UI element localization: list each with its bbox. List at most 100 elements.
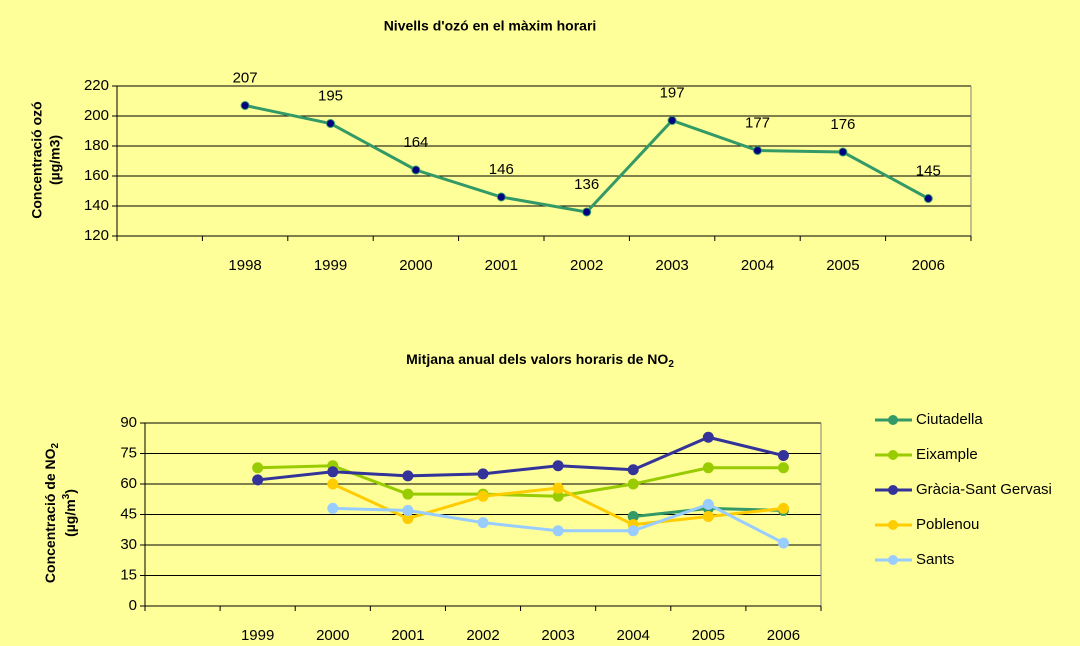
data-point (777, 502, 789, 514)
y-label-text: (µg/m (62, 499, 78, 537)
data-point (702, 511, 714, 523)
title-text: Mitjana anual dels valors horaris de NO (406, 351, 668, 367)
y-tick-label: 90 (120, 414, 137, 431)
x-tick-label: 2004 (741, 257, 774, 274)
data-label: 207 (233, 69, 258, 86)
data-point (552, 460, 564, 472)
x-tick-label: 2002 (466, 627, 499, 644)
data-point (327, 466, 339, 478)
x-tick-label: 2001 (485, 257, 518, 274)
y-tick-label: 0 (129, 597, 137, 614)
data-point (627, 525, 639, 537)
chart-title: Mitjana anual dels valors horaris de NO2 (406, 351, 674, 370)
legend-label: Eixample (916, 446, 978, 463)
data-point (326, 119, 335, 128)
y-label-text: ) (62, 489, 78, 494)
series-line (257, 435, 784, 482)
data-point (477, 468, 489, 480)
data-point (582, 207, 592, 217)
y-tick-label: 30 (120, 536, 137, 553)
y-tick-label: 140 (84, 197, 109, 214)
y-label-line: (µg/m3) (61, 489, 78, 537)
y-tick-label: 75 (120, 444, 137, 461)
x-tick-label: 1999 (314, 257, 347, 274)
legend-marker (888, 450, 898, 460)
data-label: 176 (830, 116, 855, 133)
data-point (627, 478, 639, 490)
data-label: 177 (745, 114, 770, 131)
chart-title: Nivells d'ozó en el màxim horari (384, 18, 597, 34)
data-point (240, 101, 250, 110)
data-point (411, 165, 421, 175)
legend-marker (888, 415, 898, 425)
data-point (702, 431, 714, 443)
x-tick-label: 2002 (570, 257, 603, 274)
y-tick-label: 120 (84, 227, 109, 244)
y-label-line: (µg/m3) (47, 135, 63, 185)
y-tick-label: 15 (120, 566, 137, 583)
y-tick-label: 45 (120, 505, 137, 522)
data-point (923, 194, 933, 203)
data-point (838, 147, 848, 157)
data-point (552, 525, 564, 537)
y-tick-label: 180 (84, 137, 109, 154)
legend-label: Poblenou (916, 516, 979, 533)
x-tick-label: 1999 (241, 627, 274, 644)
y-label-line: Concentració ozó (29, 101, 45, 218)
data-point (702, 462, 714, 474)
data-point (327, 478, 339, 490)
x-tick-label: 2006 (912, 257, 945, 274)
data-label: 146 (489, 161, 514, 178)
data-label: 195 (318, 87, 343, 104)
x-tick-label: 2005 (692, 627, 725, 644)
data-point (667, 116, 677, 125)
y-axis-label: Concentració ozó (µg/m3) (29, 101, 63, 218)
x-tick-label: 2005 (826, 257, 859, 274)
y-label-line: Concentració de NO2 (42, 442, 61, 583)
data-point (777, 462, 789, 474)
legend-marker (888, 555, 898, 565)
data-point (496, 192, 506, 202)
x-tick-label: 2003 (541, 627, 574, 644)
data-label: 136 (574, 176, 599, 193)
y-label-superscript: 3 (61, 493, 72, 499)
data-label: 164 (403, 134, 428, 151)
legend-label: Sants (916, 551, 954, 568)
data-point (402, 488, 414, 500)
legend-marker (888, 485, 898, 495)
data-point (627, 464, 639, 476)
data-label: 197 (660, 84, 685, 101)
legend-label: Gràcia-Sant Gervasi (916, 481, 1052, 498)
y-tick-label: 160 (84, 167, 109, 184)
data-point (327, 502, 339, 514)
data-point (777, 537, 789, 549)
data-point (402, 504, 414, 516)
y-label-text: Concentració de NO (42, 448, 58, 583)
legend-label: Ciutadella (916, 411, 983, 428)
x-tick-label: 2004 (617, 627, 650, 644)
data-point (252, 474, 264, 486)
series-line (257, 464, 784, 498)
data-point (777, 450, 789, 462)
x-tick-label: 2006 (767, 627, 800, 644)
x-tick-label: 2001 (391, 627, 424, 644)
x-tick-label: 2000 (399, 257, 432, 274)
data-point (477, 517, 489, 529)
data-point (477, 490, 489, 502)
x-tick-label: 2000 (316, 627, 349, 644)
data-point (552, 482, 564, 494)
y-tick-label: 200 (84, 107, 109, 124)
x-tick-label: 1998 (228, 257, 261, 274)
data-point (753, 146, 762, 155)
data-point (252, 462, 264, 474)
y-label-subscript: 2 (50, 442, 61, 448)
title-subscript: 2 (668, 359, 674, 370)
data-point (702, 498, 714, 510)
data-label: 145 (916, 162, 941, 179)
data-point (402, 470, 414, 482)
x-tick-label: 2003 (655, 257, 688, 274)
y-axis-label: Concentració de NO2 (µg/m3) (42, 442, 78, 583)
y-tick-label: 220 (84, 77, 109, 94)
y-tick-label: 60 (120, 475, 137, 492)
